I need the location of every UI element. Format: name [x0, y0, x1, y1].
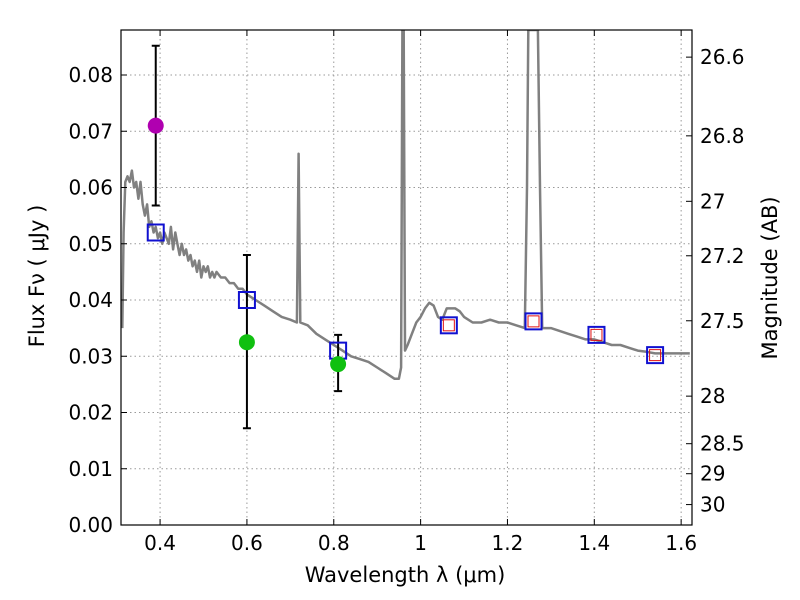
magnitude-tick-label: 28 [700, 384, 725, 408]
x-tick-label: 1.6 [665, 531, 697, 555]
magnitude-tick-label: 29 [700, 462, 725, 486]
x-grid [159, 30, 682, 525]
y-axis-title: Flux Fν ( μJy ) [25, 205, 49, 348]
model-photometry-inner-square [527, 315, 540, 328]
magnitude-tick-label: 27.2 [700, 244, 745, 268]
y-tick-label: 0.05 [68, 232, 113, 256]
data-markers [146, 44, 665, 430]
y-grid [121, 74, 692, 526]
observed-point-green [238, 334, 255, 351]
model-photometry-square [146, 223, 165, 242]
y-tick-label: 0.01 [68, 457, 113, 481]
x-axis-ticks: 0.4 0.6 0.8 1 1.2 1.4 1.6 [144, 30, 697, 555]
x-axis-title: Wavelength λ (μm) [305, 563, 506, 587]
magnitude-tick-label: 30 [700, 493, 725, 517]
magnitude-tick-label: 27.5 [700, 309, 745, 333]
model-photometry-square [646, 346, 665, 365]
magnitude-tick-label: 27 [700, 189, 725, 213]
y-tick-label: 0.02 [68, 401, 113, 425]
x-tick-label: 1.2 [492, 531, 524, 555]
plot-area [121, 30, 690, 430]
y-tick-label: 0.07 [68, 119, 113, 143]
magnitude-tick-label: 26.6 [700, 45, 745, 69]
x-tick-label: 0.6 [231, 531, 263, 555]
model-photometry-square [439, 316, 458, 335]
y-tick-label: 0.06 [68, 176, 113, 200]
y-axis-ticks: 0.00 0.01 0.02 0.03 0.04 0.05 0.06 0.07 0.08 [68, 63, 127, 537]
x-tick-label: 1.4 [578, 531, 610, 555]
model-photometry-square [524, 312, 543, 331]
observed-point-magenta [147, 117, 164, 134]
x-tick-label: 0.4 [144, 531, 176, 555]
magnitude-tick-label: 26.8 [700, 124, 745, 148]
model-photometry-inner-square [590, 328, 603, 341]
magnitude-axis-ticks: 26.6 26.8 27 27.2 27.5 28 28.5 29 30 [686, 45, 745, 517]
y-tick-label: 0.08 [68, 63, 113, 87]
model-photometry-square [587, 325, 606, 344]
magnitude-axis-title: Magnitude (AB) [758, 196, 782, 359]
model-photometry-inner-square [442, 319, 455, 332]
y-tick-label: 0.04 [68, 288, 113, 312]
model-photometry-square [237, 291, 256, 309]
x-tick-label: 1 [414, 531, 427, 555]
model-photometry-inner-square [649, 349, 662, 362]
y-tick-label: 0.00 [68, 513, 113, 537]
magnitude-tick-label: 28.5 [700, 432, 745, 456]
x-tick-label: 0.8 [318, 531, 350, 555]
observed-point-green [330, 356, 347, 373]
y-tick-label: 0.03 [68, 344, 113, 368]
plot-frame [120, 29, 693, 526]
